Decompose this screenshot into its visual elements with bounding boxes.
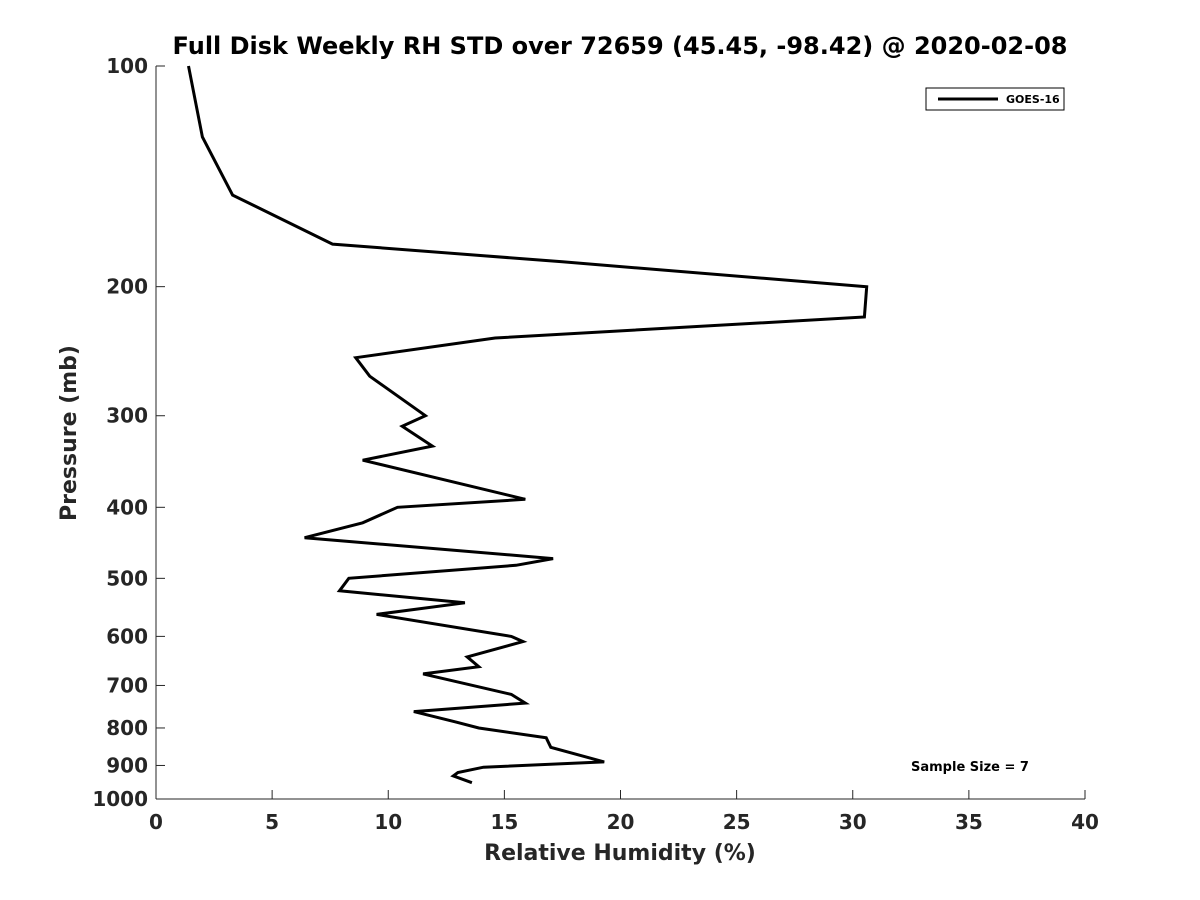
x-tick-label: 10 [374, 810, 402, 834]
series-layer [187, 65, 869, 785]
legend: GOES-16 [925, 87, 1065, 111]
legend-label: GOES-16 [1006, 93, 1060, 106]
plot-area [155, 66, 1085, 800]
y-tick-label: 800 [106, 716, 148, 740]
y-tick-label: 600 [106, 624, 148, 648]
x-tick-label: 30 [839, 810, 867, 834]
x-tick-label: 15 [490, 810, 518, 834]
x-tick-label: 35 [955, 810, 983, 834]
y-tick-label: 1000 [92, 787, 148, 811]
y-tick-label: 500 [106, 566, 148, 590]
x-tick-label: 5 [265, 810, 279, 834]
y-tick-label: 400 [106, 495, 148, 519]
y-axis-ticks: 100 200 300 400 500 600 700 800 900 1000 [92, 54, 165, 811]
sample-size-annotation: Sample Size = 7 [911, 760, 1029, 775]
x-tick-label: 20 [607, 810, 635, 834]
x-tick-label: 40 [1071, 810, 1099, 834]
x-axis-ticks: 0 5 10 15 20 25 30 35 40 [149, 790, 1099, 834]
y-axis-title: Pressure (mb) [57, 345, 82, 521]
y-tick-label: 300 [106, 404, 148, 428]
x-tick-label: 0 [149, 810, 163, 834]
y-tick-label: 900 [106, 753, 148, 777]
series-line-goes-16 [187, 65, 869, 785]
y-tick-label: 700 [106, 673, 148, 697]
y-tick-label: 100 [106, 54, 148, 78]
x-axis-title: Relative Humidity (%) [484, 841, 756, 866]
chart-title: Full Disk Weekly RH STD over 72659 (45.4… [173, 32, 1068, 60]
y-tick-label: 200 [106, 275, 148, 299]
x-tick-label: 25 [723, 810, 751, 834]
